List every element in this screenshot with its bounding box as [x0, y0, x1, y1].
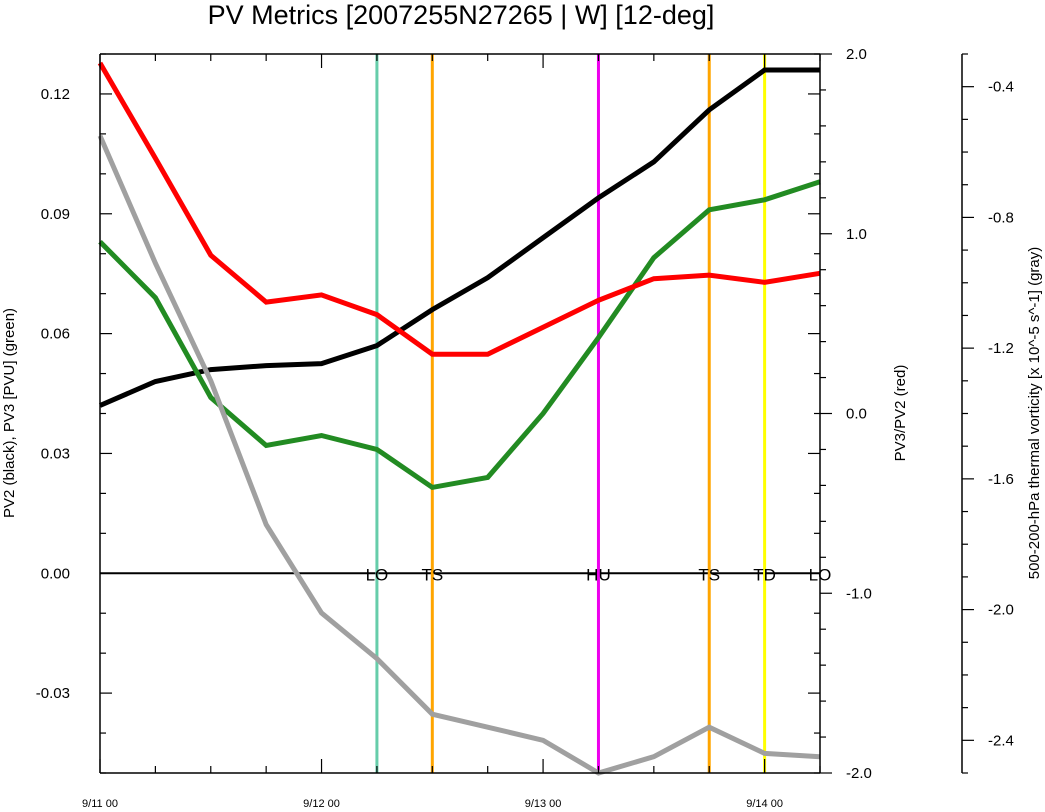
- stage-marker-label: TD: [753, 565, 776, 584]
- x-tick-label: 9/13 00: [525, 798, 562, 810]
- stage-marker-label: LO: [366, 565, 389, 584]
- right1-tick-label: 0.0: [846, 406, 867, 423]
- marker-layer: [375, 54, 767, 773]
- right1-axis-label: PV3/PV2 (red): [892, 365, 909, 462]
- series-line-pv3: [98, 179, 821, 491]
- right1-axis: -2.0 -1.0 0.0 1.0 2.0: [820, 46, 872, 782]
- left-axis-label: PV2 (black), PV3 [PVU] (green): [1, 308, 18, 518]
- right2-tick-label: -2.0: [988, 602, 1014, 619]
- series-line-pv3-pv2: [97, 61, 821, 357]
- series-layer: [97, 61, 821, 776]
- left-tick-label: -0.03: [36, 685, 70, 702]
- right2-axis: -2.4 -2.0 -1.6 -1.2 -0.8 -0.4: [961, 53, 1014, 774]
- x-axis: 9/11 00 9/12 00 9/13 00 9/14 00: [82, 54, 821, 810]
- x-tick-label: 9/14 00: [746, 798, 783, 810]
- left-tick-label: 0.00: [41, 565, 70, 582]
- right2-tick-label: -1.2: [988, 340, 1014, 357]
- frame-layer: [99, 53, 821, 774]
- stage-marker-label: TS: [698, 565, 720, 584]
- x-tick-label: 9/11 00: [82, 798, 118, 810]
- left-axis: -0.03 0.00 0.03 0.06 0.09 0.12: [36, 53, 820, 774]
- left-tick-label: 0.03: [41, 445, 70, 462]
- right1-tick-label: -2.0: [846, 765, 872, 782]
- right1-tick-label: -1.0: [846, 585, 872, 602]
- left-tick-label: 0.09: [41, 206, 70, 223]
- right2-tick-label: -1.6: [988, 471, 1014, 488]
- stage-marker-label: HU: [586, 565, 611, 584]
- right2-tick-label: -0.4: [988, 79, 1014, 96]
- left-tick-label: 0.06: [41, 326, 70, 343]
- marker-label-layer: LO TS HU TS TD LO: [366, 565, 832, 584]
- right1-tick-label: 2.0: [846, 46, 867, 63]
- stage-marker-label: TS: [421, 565, 443, 584]
- left-tick-label: 0.12: [41, 86, 70, 103]
- x-tick-label: 9/12 00: [303, 798, 340, 810]
- series-line-thermal-vorticity: [97, 134, 821, 776]
- right2-tick-label: -0.8: [988, 209, 1014, 226]
- right1-tick-label: 1.0: [846, 226, 867, 243]
- chart-title: PV Metrics [2007255N27265 | W] [12-deg]: [208, 0, 715, 30]
- series-line-pv2: [99, 67, 820, 408]
- right2-tick-label: -2.4: [988, 732, 1014, 749]
- right2-axis-label: 500-200-hPa thermal vorticity [x 10^-5 s…: [1026, 247, 1043, 580]
